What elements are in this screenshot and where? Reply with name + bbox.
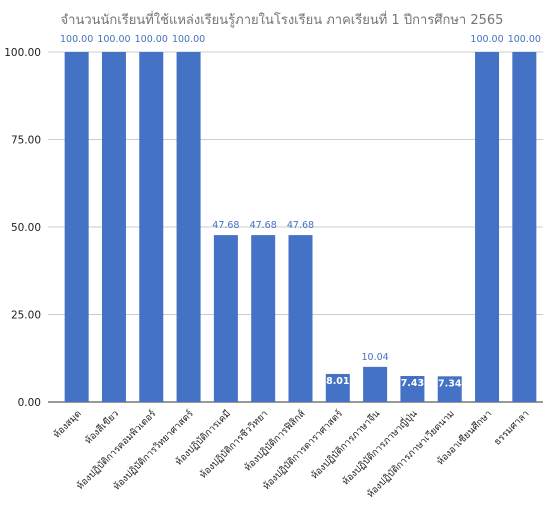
data-label: 7.34 (438, 378, 462, 389)
data-label: 47.68 (212, 220, 239, 231)
data-label: 100.00 (135, 34, 168, 45)
bar (475, 52, 500, 402)
category-label: ธรรมศาลา (492, 408, 531, 447)
y-tick-label: 0.00 (18, 397, 41, 409)
bar (512, 52, 537, 402)
data-label: 47.68 (287, 220, 314, 231)
category-label: ห้องสีเขียว (82, 408, 121, 447)
y-tick-label: 50.00 (11, 222, 41, 234)
y-tick-label: 25.00 (11, 310, 41, 322)
bar (400, 375, 425, 402)
bar (64, 52, 89, 402)
category-label: ห้องปฏิบัติการชีววิทยา (197, 408, 270, 481)
data-labels: 100.00 100.00 100.00 100.00 47.68 47.68 47.68 8… (60, 34, 541, 389)
chart-title: จำนวนนักเรียนที่ใช้แหล่งเรียนรู้ภายในโรง… (61, 11, 504, 28)
category-label: ห้องปฏิบัติการภาษาจีน (308, 407, 382, 481)
bar (101, 52, 126, 402)
y-axis-ticks: 0.00 25.00 50.00 75.00 100.00 (4, 47, 41, 409)
data-label: 100.00 (60, 34, 93, 45)
data-label: 100.00 (470, 34, 503, 45)
data-label: 7.43 (401, 378, 424, 389)
category-label: ห้องปฏิบัติการฟิสิกส์ (242, 407, 308, 473)
y-tick-label: 75.00 (11, 135, 41, 147)
bars (64, 52, 537, 402)
bar (139, 52, 164, 402)
bar (325, 373, 350, 402)
data-label: 47.68 (250, 220, 277, 231)
data-label: 10.04 (362, 352, 389, 363)
bar (437, 376, 462, 402)
bar (363, 366, 388, 402)
category-label: ห้องสมุด (51, 408, 83, 440)
data-label: 100.00 (172, 34, 205, 45)
bar (288, 235, 313, 402)
y-tick-label: 100.00 (4, 47, 41, 59)
data-label: 100.00 (508, 34, 541, 45)
x-axis-categories: ห้องสมุด ห้องสีเขียวห้องปฏิบัติการคอมพิวเ… (51, 407, 531, 501)
bar (251, 235, 276, 402)
bar (213, 235, 238, 402)
data-label: 8.01 (326, 376, 349, 387)
bar (176, 52, 201, 402)
data-label: 100.00 (97, 34, 130, 45)
